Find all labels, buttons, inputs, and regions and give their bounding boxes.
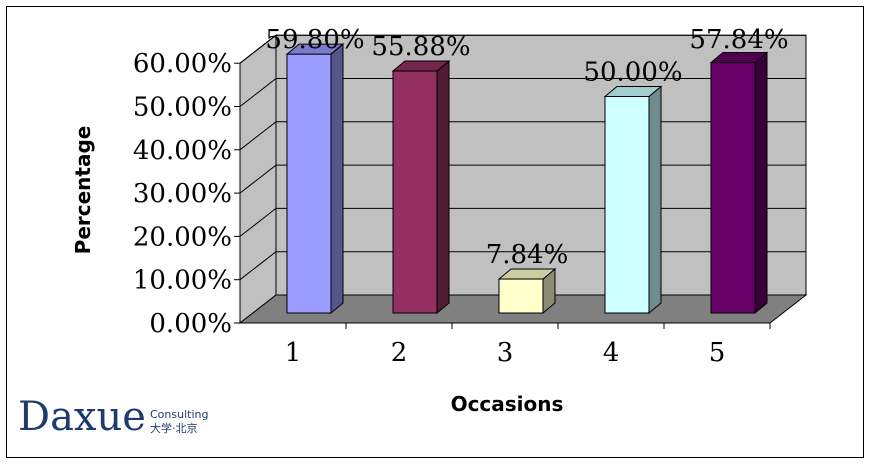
bar-top — [603, 86, 663, 97]
data-labels: 59.80% 55.88% 7.84% 50.00%57.84% — [265, 25, 788, 270]
data-label: 59.80% — [265, 25, 364, 55]
x-tick-label: 4 — [603, 338, 620, 368]
y-tick-label: 30.00% — [133, 179, 232, 209]
gridline-side — [239, 34, 277, 64]
y-tick-label: 40.00% — [133, 136, 232, 166]
y-tick-labels: 0.00% 10.00% 20.00% 30.00% 40.00% 50.00% 60.00… — [133, 49, 232, 339]
data-label: 57.84% — [689, 25, 788, 55]
logo-sub-consulting: Consulting — [150, 408, 208, 421]
bar-side — [330, 42, 344, 315]
data-label: 50.00% — [583, 58, 682, 88]
daxue-logo: Daxue Consulting 大学·北京 — [18, 394, 208, 440]
y-tick-label: 20.00% — [133, 222, 232, 252]
bar-side — [754, 51, 768, 315]
bar-front — [498, 278, 544, 314]
x-axis-title: Occasions — [451, 392, 564, 416]
bar-top — [391, 60, 451, 72]
bar-side — [436, 59, 450, 315]
bar-front — [392, 70, 438, 314]
bar-top — [285, 43, 345, 55]
gridline-side — [239, 208, 277, 237]
bar-4 — [603, 85, 663, 315]
x-tick-label: 3 — [497, 338, 514, 368]
bars — [285, 42, 769, 315]
gridline-side — [239, 121, 277, 151]
bar-2 — [391, 59, 451, 315]
bar-front — [286, 53, 332, 314]
y-tick-label: 10.00% — [133, 266, 232, 296]
bar-1 — [285, 42, 345, 315]
gridline-side — [239, 251, 277, 281]
logo-sub-chinese: 大学·北京 — [150, 421, 198, 435]
bar-side — [648, 85, 662, 315]
bar-3 — [497, 267, 557, 315]
y-tick-label: 0.00% — [149, 309, 232, 339]
gridline-side — [239, 78, 277, 107]
data-label: 55.88% — [371, 32, 470, 62]
y-tick-label: 60.00% — [133, 49, 232, 79]
y-axis-title: Percentage — [71, 126, 95, 255]
x-tick-labels: 1 2 3 4 5 — [285, 338, 726, 368]
gridline-side — [239, 164, 277, 194]
x-tick-label: 2 — [391, 338, 408, 368]
x-tick-label: 1 — [285, 338, 302, 368]
bar-top — [709, 52, 769, 64]
logo-name: Daxue — [18, 394, 146, 440]
bar-front — [604, 96, 650, 314]
x-tick-label: 5 — [709, 338, 726, 368]
data-label: 7.84% — [486, 240, 569, 270]
bar-top — [497, 268, 557, 280]
y-tick-label: 50.00% — [133, 93, 232, 123]
bar-5 — [709, 51, 769, 315]
bar-front — [710, 62, 756, 314]
